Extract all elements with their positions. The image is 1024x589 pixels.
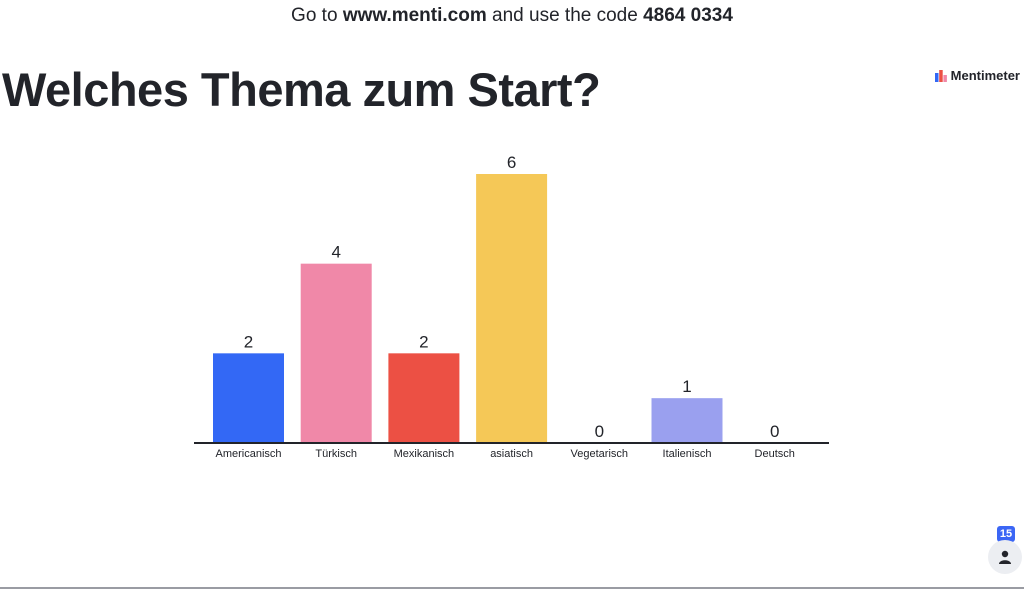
category-label: asiatisch <box>490 448 533 460</box>
value-label: 0 <box>770 422 779 441</box>
bar-mexikanisch <box>388 353 460 443</box>
value-label: 1 <box>682 377 691 396</box>
category-label: Türkisch <box>315 448 357 460</box>
value-label: 2 <box>419 332 428 351</box>
brand-name: Mentimeter <box>950 68 1020 83</box>
join-code: 4864 0334 <box>643 5 733 26</box>
category-label: Italienisch <box>663 448 712 460</box>
category-label: Americanisch <box>215 448 281 460</box>
category-label: Deutsch <box>755 448 795 460</box>
question-title: Welches Thema zum Start? <box>2 63 601 116</box>
brand-logo: Mentimeter <box>934 68 1020 83</box>
mentimeter-logo-icon <box>934 69 947 82</box>
person-icon <box>988 540 1022 574</box>
bar-americanisch <box>213 353 284 443</box>
value-label: 6 <box>507 153 516 172</box>
value-label: 4 <box>331 243 340 262</box>
join-middle: and use the code <box>492 5 638 26</box>
value-label: 2 <box>244 332 253 351</box>
join-url[interactable]: www.menti.com <box>342 5 487 26</box>
join-prefix: Go to <box>291 5 338 26</box>
bar-chart: 2 Americanisch 4 Türkisch 2 Mexikanisch 6 asiat… <box>194 153 829 460</box>
category-label: Vegetarisch <box>571 448 628 460</box>
bar-asiatisch <box>476 174 548 443</box>
join-instructions: Go to www.menti.com and use the code 486… <box>0 5 1024 27</box>
category-label: Mexikanisch <box>394 448 455 460</box>
value-label: 0 <box>595 422 604 441</box>
bar-türkisch <box>300 263 372 443</box>
bar-italienisch <box>651 398 723 443</box>
participant-count-badge: 15 <box>997 526 1015 542</box>
participant-indicator[interactable]: 15 <box>985 526 1023 576</box>
bottom-divider <box>0 587 1024 589</box>
